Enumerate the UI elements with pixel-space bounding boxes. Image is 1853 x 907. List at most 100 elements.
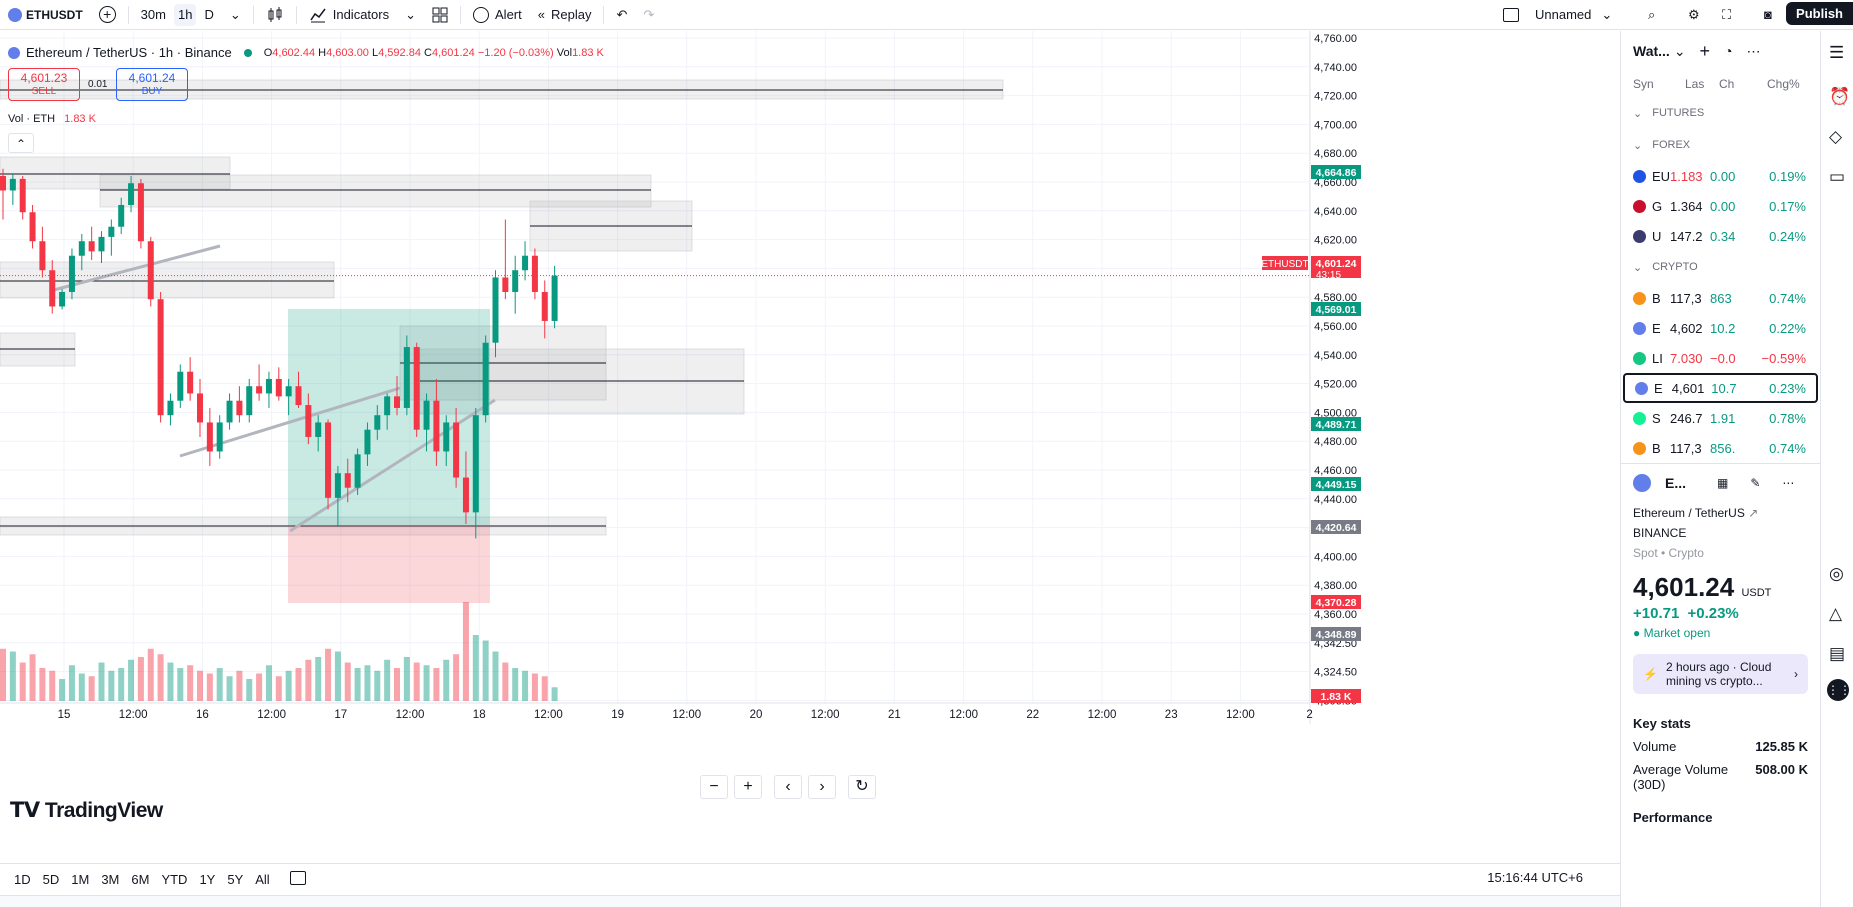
- time-tick-label: 12:00: [534, 709, 563, 721]
- symbol-search-button[interactable]: ETHUSDT: [0, 0, 91, 30]
- range-1y[interactable]: 1Y: [199, 872, 216, 887]
- scroll-right-button[interactable]: ›: [808, 775, 836, 799]
- grid-icon[interactable]: ▦: [1717, 476, 1729, 490]
- vol-label: Vol: [556, 46, 573, 59]
- range-6m[interactable]: 6M: [131, 872, 150, 887]
- utc-clock[interactable]: 15:16:44 UTC+6: [1487, 870, 1583, 885]
- candle-body: [226, 400, 233, 423]
- buy-button[interactable]: 4,601.24 BUY: [116, 68, 188, 101]
- undo-button[interactable]: ↶: [608, 0, 635, 30]
- replay-button[interactable]: « Replay: [530, 0, 600, 30]
- divider: [127, 5, 129, 24]
- snapshot-button[interactable]: ◙: [1756, 0, 1780, 30]
- range-all[interactable]: All: [255, 872, 270, 887]
- watchlist-row[interactable]: LI 7.030 −0.0 −0.59%: [1621, 343, 1820, 373]
- col-chg-pct[interactable]: Chg%: [1767, 77, 1800, 91]
- settings-button[interactable]: ⚙: [1680, 0, 1708, 30]
- detail-change-pct: +0.23%: [1687, 605, 1739, 622]
- watchlist-row[interactable]: G 1.364 0.00 0.17%: [1621, 191, 1820, 221]
- compare-symbol-button[interactable]: +: [91, 0, 124, 30]
- collapse-legend-button[interactable]: ⌃: [8, 133, 34, 153]
- watchlist-row[interactable]: B 117,3 856. 0.74%: [1621, 433, 1820, 463]
- layers-icon[interactable]: ◇: [1829, 127, 1843, 146]
- edit-icon[interactable]: ✎: [1750, 476, 1761, 490]
- volume-bar: [541, 676, 548, 701]
- price-tick-label: 4,640.00: [1314, 206, 1357, 218]
- fullscreen-button[interactable]: ⛶: [1714, 0, 1739, 30]
- publish-button[interactable]: Publish: [1786, 2, 1853, 25]
- interval-1h[interactable]: 1h: [173, 3, 197, 26]
- watchlist-row[interactable]: EU 1.183 0.00 0.19%: [1621, 161, 1820, 191]
- price-tick-label: 4,740.00: [1314, 62, 1357, 74]
- external-link-icon[interactable]: ↗: [1748, 506, 1759, 520]
- watchlist-row[interactable]: E 4,601 10.7 0.23%: [1623, 373, 1818, 403]
- chat-icon[interactable]: ▭: [1829, 167, 1846, 186]
- watchlist-row[interactable]: U 147.2 0.34 0.24%: [1621, 221, 1820, 251]
- indicators-button[interactable]: Indicators: [301, 0, 397, 30]
- more-icon[interactable]: ⋯: [1746, 42, 1761, 59]
- calendar-icon[interactable]: ▤: [1829, 644, 1846, 663]
- apps-icon[interactable]: ⋮⋮: [1827, 679, 1851, 701]
- redo-button[interactable]: ↷: [635, 0, 662, 30]
- candle-body: [394, 396, 400, 408]
- range-3m[interactable]: 3M: [101, 872, 120, 887]
- news-card[interactable]: ⚡ 2 hours ago · Cloud mining vs crypto..…: [1633, 654, 1808, 694]
- zoom-in-button[interactable]: +: [734, 775, 762, 799]
- candle-body: [325, 422, 332, 498]
- watchlist-row[interactable]: E 4,602 10.2 0.22%: [1621, 313, 1820, 343]
- watchlist-icon[interactable]: ☰: [1829, 43, 1845, 62]
- range-ytd[interactable]: YTD: [161, 872, 188, 887]
- col-last[interactable]: Las: [1685, 77, 1705, 91]
- candle-body: [364, 429, 371, 455]
- indicators-dropdown[interactable]: ⌄: [397, 0, 424, 30]
- candle-body: [482, 342, 489, 416]
- watchlist-section-futures[interactable]: ⌄ FUTURES: [1621, 97, 1820, 129]
- col-symbol[interactable]: Syn: [1633, 77, 1654, 91]
- col-chg[interactable]: Ch: [1719, 77, 1735, 91]
- trend-line: [179, 386, 401, 458]
- interval-30m[interactable]: 30m: [133, 0, 174, 30]
- interval-dropdown[interactable]: ⌄: [222, 0, 249, 30]
- quick-search-button[interactable]: ⌕: [1640, 0, 1663, 30]
- stat-volume-value: 125.85 K: [1755, 739, 1808, 754]
- target-icon[interactable]: ◎: [1829, 564, 1844, 583]
- add-symbol-icon[interactable]: +: [1699, 40, 1711, 61]
- volume-bar: [443, 659, 450, 701]
- candle-body: [59, 291, 66, 307]
- watchlist-row[interactable]: S 246.7 1.91 0.78%: [1621, 403, 1820, 433]
- sell-button[interactable]: 4,601.23 SELL: [8, 68, 80, 101]
- rewind-icon: «: [537, 7, 545, 22]
- range-5y[interactable]: 5Y: [227, 872, 244, 887]
- advanced-view-icon[interactable]: ◔: [1724, 43, 1733, 59]
- volume-bar: [147, 648, 154, 701]
- watchlist-title[interactable]: Wat...: [1633, 43, 1670, 59]
- interval-d[interactable]: D: [196, 0, 221, 30]
- low-label: L: [372, 46, 379, 59]
- cell-pct: 0.17%: [1769, 198, 1806, 214]
- legend-title[interactable]: Ethereum / TetherUS · 1h · Binance: [26, 45, 232, 60]
- watchlist-section-crypto[interactable]: ⌄ CRYPTO: [1621, 251, 1820, 283]
- watchlist-row[interactable]: B 117,3 863 0.74%: [1621, 283, 1820, 313]
- templates-button[interactable]: [424, 0, 456, 30]
- range-1m[interactable]: 1M: [71, 872, 90, 887]
- candle-body: [472, 415, 479, 513]
- volume-bar: [354, 668, 361, 701]
- alerts-icon[interactable]: ⏰: [1829, 87, 1851, 106]
- range-1d[interactable]: 1D: [14, 872, 31, 887]
- detail-full-name[interactable]: Ethereum / TetherUS: [1633, 506, 1745, 520]
- chevron-down-icon[interactable]: ⌄: [1673, 42, 1686, 59]
- reset-chart-button[interactable]: ↻: [848, 775, 876, 799]
- layout-button[interactable]: Unnamed ⌄: [1495, 0, 1620, 30]
- scroll-left-button[interactable]: ‹: [774, 775, 802, 799]
- watchlist-section-forex[interactable]: ⌄ FOREX: [1621, 129, 1820, 161]
- date-range-button[interactable]: [289, 871, 306, 888]
- chart-type-button[interactable]: [258, 0, 292, 30]
- range-5d[interactable]: 5D: [42, 872, 60, 887]
- more-icon[interactable]: ⋯: [1782, 476, 1795, 490]
- price-chart[interactable]: 4,760.00 4,740.00 4,720.00 4,700.00 4,680.00…: [0, 31, 1548, 863]
- alert-button[interactable]: Alert: [465, 0, 530, 30]
- ideas-icon[interactable]: △: [1829, 604, 1843, 623]
- symbol-icon: [8, 7, 22, 22]
- symbol-price-tag: [1262, 256, 1308, 270]
- zoom-out-button[interactable]: −: [700, 775, 728, 799]
